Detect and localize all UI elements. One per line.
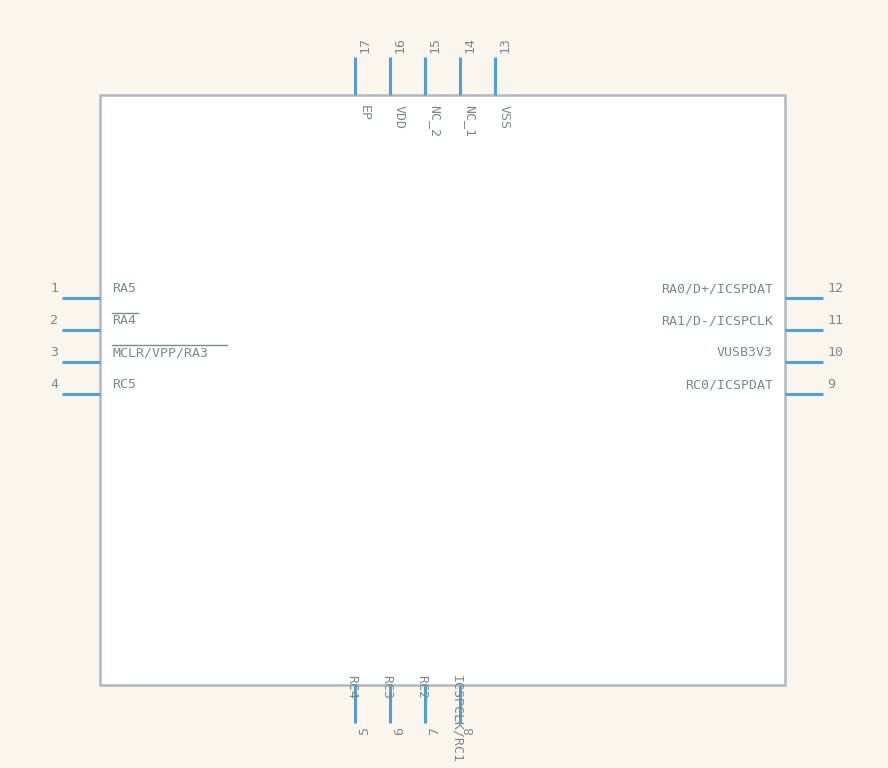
Text: 6: 6 (393, 727, 406, 735)
Text: NC_2: NC_2 (428, 105, 441, 137)
Text: EP: EP (358, 105, 371, 121)
Text: 9: 9 (827, 378, 835, 391)
Text: RC2: RC2 (415, 675, 428, 699)
Text: 14: 14 (463, 37, 476, 53)
Text: VDD: VDD (393, 105, 406, 129)
Text: 5: 5 (358, 727, 371, 735)
Text: RC3: RC3 (380, 675, 393, 699)
Text: 11: 11 (827, 314, 843, 327)
Text: RA5: RA5 (112, 282, 136, 295)
Text: 4: 4 (50, 378, 58, 391)
Text: 8: 8 (463, 727, 476, 735)
Text: 17: 17 (358, 37, 371, 53)
Text: RA4: RA4 (112, 314, 136, 327)
Text: 16: 16 (393, 37, 406, 53)
Text: 12: 12 (827, 282, 843, 295)
Text: VUSB3V3: VUSB3V3 (717, 346, 773, 359)
Text: 13: 13 (498, 37, 511, 53)
Text: 3: 3 (50, 346, 58, 359)
Text: RC4: RC4 (345, 675, 358, 699)
Text: VSS: VSS (498, 105, 511, 129)
Text: 1: 1 (50, 282, 58, 295)
Text: 15: 15 (428, 37, 441, 53)
Text: 10: 10 (827, 346, 843, 359)
Text: RA0/D+/ICSPDAT: RA0/D+/ICSPDAT (661, 282, 773, 295)
Text: RC5: RC5 (112, 378, 136, 391)
Text: MCLR/VPP/RA3: MCLR/VPP/RA3 (112, 346, 208, 359)
Text: RC0/ICSPDAT: RC0/ICSPDAT (685, 378, 773, 391)
Text: RA1/D-/ICSPCLK: RA1/D-/ICSPCLK (661, 314, 773, 327)
Text: ICSPCLK/RC1: ICSPCLK/RC1 (450, 675, 463, 763)
Text: 2: 2 (50, 314, 58, 327)
Text: NC_1: NC_1 (463, 105, 476, 137)
Bar (100, 95, 785, 685)
Text: 7: 7 (428, 727, 441, 735)
